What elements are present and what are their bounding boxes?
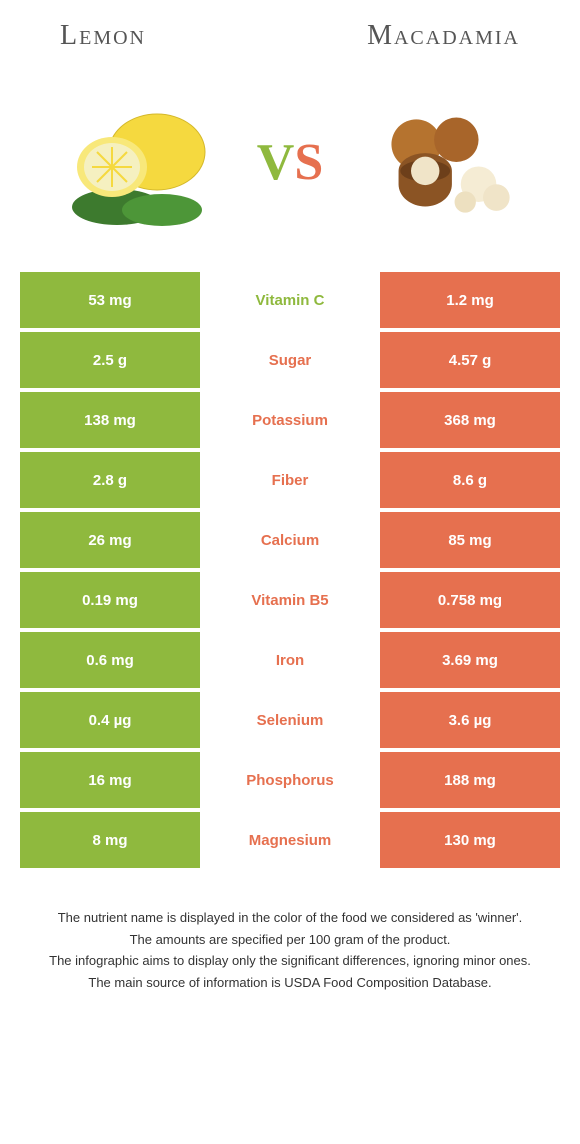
right-value: 3.6 µg <box>380 692 560 748</box>
nutrient-label: Selenium <box>200 692 380 748</box>
footer-line-4: The main source of information is USDA F… <box>20 973 560 993</box>
nutrient-label: Calcium <box>200 512 380 568</box>
vs-s: S <box>294 134 323 191</box>
lemon-image <box>47 92 227 232</box>
right-value: 188 mg <box>380 752 560 808</box>
left-value: 138 mg <box>20 392 200 448</box>
left-food-title: Lemon <box>60 20 146 52</box>
left-value: 2.5 g <box>20 332 200 388</box>
table-row: 26 mgCalcium85 mg <box>20 512 560 568</box>
left-value: 16 mg <box>20 752 200 808</box>
footer-line-2: The amounts are specified per 100 gram o… <box>20 930 560 950</box>
right-value: 8.6 g <box>380 452 560 508</box>
table-row: 16 mgPhosphorus188 mg <box>20 752 560 808</box>
macadamia-image <box>353 92 533 232</box>
nutrient-label: Magnesium <box>200 812 380 868</box>
left-value: 26 mg <box>20 512 200 568</box>
left-value: 2.8 g <box>20 452 200 508</box>
nutrient-label: Sugar <box>200 332 380 388</box>
left-value: 0.19 mg <box>20 572 200 628</box>
nutrient-label: Phosphorus <box>200 752 380 808</box>
right-value: 1.2 mg <box>380 272 560 328</box>
table-row: 0.6 mgIron3.69 mg <box>20 632 560 688</box>
vs-label: VS <box>257 133 323 192</box>
table-row: 53 mgVitamin C1.2 mg <box>20 272 560 328</box>
nutrient-label: Vitamin C <box>200 272 380 328</box>
left-value: 53 mg <box>20 272 200 328</box>
hero-row: VS <box>20 82 560 242</box>
right-value: 368 mg <box>380 392 560 448</box>
right-value: 85 mg <box>380 512 560 568</box>
right-value: 4.57 g <box>380 332 560 388</box>
right-value: 130 mg <box>380 812 560 868</box>
nutrient-label: Potassium <box>200 392 380 448</box>
table-row: 2.8 gFiber8.6 g <box>20 452 560 508</box>
footer-line-3: The infographic aims to display only the… <box>20 951 560 971</box>
infographic-container: Lemon Macadamia VS <box>0 0 580 868</box>
nutrient-label: Fiber <box>200 452 380 508</box>
nutrient-label: Vitamin B5 <box>200 572 380 628</box>
right-value: 3.69 mg <box>380 632 560 688</box>
left-value: 8 mg <box>20 812 200 868</box>
right-value: 0.758 mg <box>380 572 560 628</box>
left-value: 0.4 µg <box>20 692 200 748</box>
nutrient-table: 53 mgVitamin C1.2 mg2.5 gSugar4.57 g138 … <box>20 272 560 868</box>
left-value: 0.6 mg <box>20 632 200 688</box>
table-row: 0.19 mgVitamin B50.758 mg <box>20 572 560 628</box>
table-row: 0.4 µgSelenium3.6 µg <box>20 692 560 748</box>
footer-line-1: The nutrient name is displayed in the co… <box>20 908 560 928</box>
table-row: 8 mgMagnesium130 mg <box>20 812 560 868</box>
footer-notes: The nutrient name is displayed in the co… <box>0 908 580 1024</box>
right-food-title: Macadamia <box>367 20 520 52</box>
table-row: 138 mgPotassium368 mg <box>20 392 560 448</box>
header: Lemon Macadamia <box>20 20 560 52</box>
table-row: 2.5 gSugar4.57 g <box>20 332 560 388</box>
vs-v: V <box>257 134 295 191</box>
nutrient-label: Iron <box>200 632 380 688</box>
